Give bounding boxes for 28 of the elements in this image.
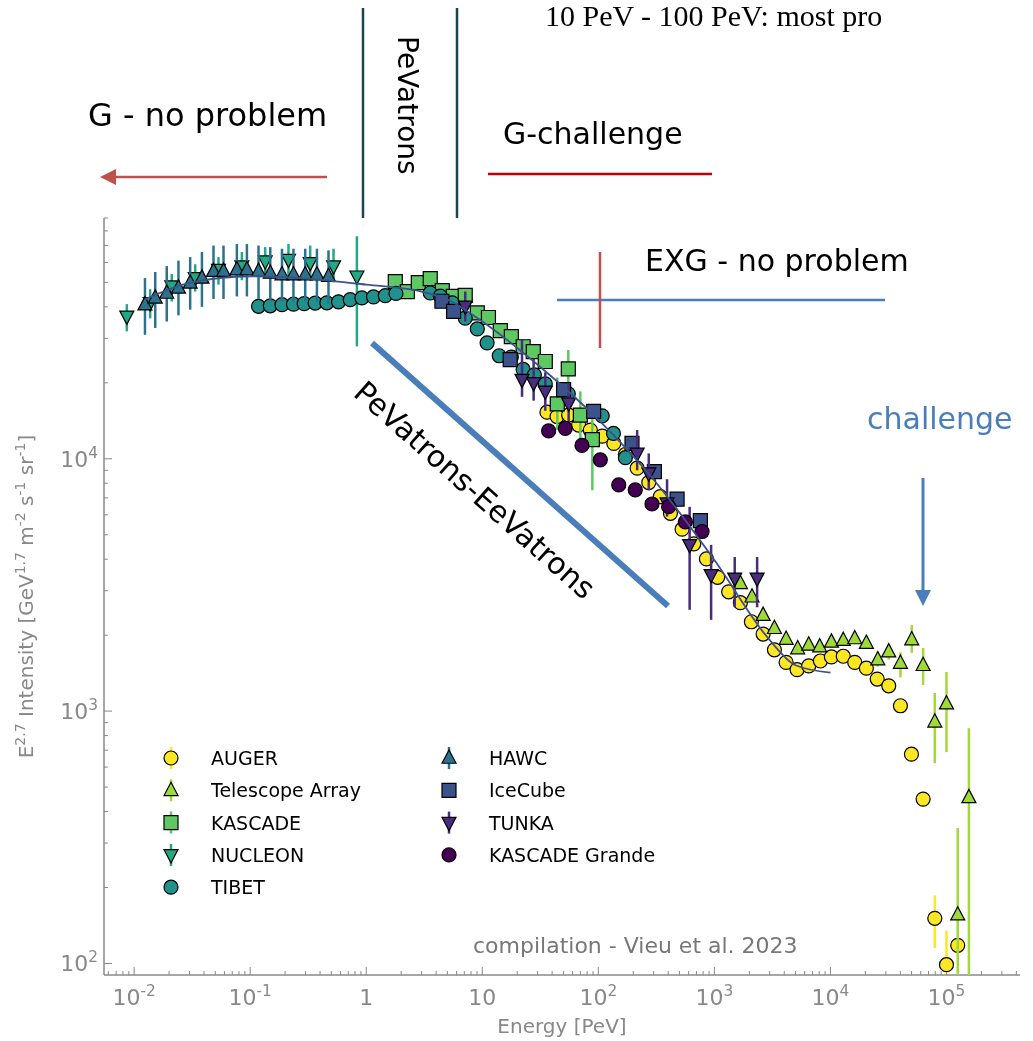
x-tick-label: 10$^{5}$: [927, 982, 966, 1010]
legend-label: IceCube: [489, 779, 566, 802]
y-tick-label: 10$^{4}$: [60, 443, 98, 472]
x-tick-label: 10$^{4}$: [811, 982, 850, 1010]
legend-label: NUCLEON: [211, 843, 305, 866]
x-tick-label: 10: [468, 985, 497, 1010]
annotation: challenge: [867, 401, 1013, 436]
legend-label: AUGER: [211, 747, 278, 769]
text: PeVatrons: [391, 36, 424, 175]
annotation: EXG - no problem: [645, 243, 909, 278]
legend-label: TIBET: [210, 876, 266, 899]
y-tick-label: 10$^{3}$: [60, 696, 98, 725]
x-tick-label: 1: [359, 985, 374, 1010]
annotation: compilation - Vieu et al. 2023: [473, 933, 798, 958]
x-axis-title: Energy [PeV]: [497, 1014, 627, 1038]
legend-label: TUNKA: [488, 811, 554, 834]
legend-label: Telescope Array: [210, 779, 361, 802]
text: G-challenge: [503, 116, 683, 151]
legend-label: KASCADE Grande: [489, 843, 656, 866]
x-tick-label: 10$^{3}$: [695, 982, 734, 1010]
x-tick-label: 10$^{-1}$: [228, 982, 272, 1010]
legend-label: KASCADE: [211, 811, 302, 834]
y-tick-label: 10$^{2}$: [60, 948, 98, 977]
x-tick-label: 10$^{-2}$: [112, 982, 156, 1010]
x-tick-label: 10$^{2}$: [579, 982, 618, 1010]
legend-label: HAWC: [489, 747, 548, 769]
text: 10 PeV - 100 PeV: most pro: [545, 0, 883, 32]
text: G - no problem: [88, 96, 328, 134]
